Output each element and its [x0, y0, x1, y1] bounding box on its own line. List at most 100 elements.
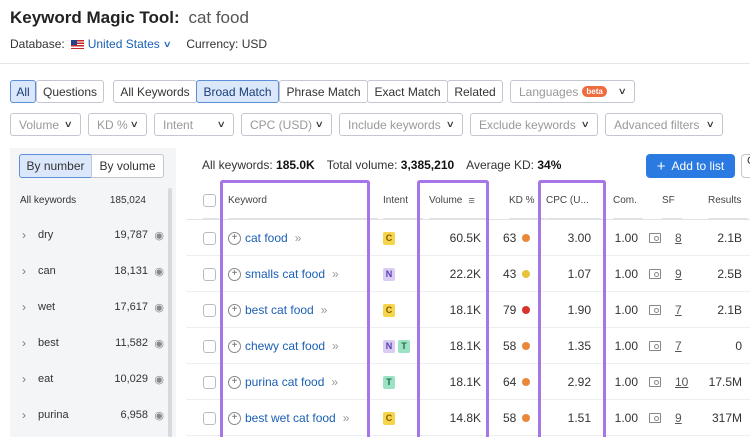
eye-icon[interactable]: ◉ — [154, 229, 164, 242]
col-keyword[interactable]: Keyword — [228, 183, 378, 219]
sidebar-item-best[interactable]: › best 11,582 ◉ — [22, 335, 164, 351]
chevron-right-icon[interactable]: › — [22, 300, 26, 314]
tab-all-keywords[interactable]: All Keywords — [113, 80, 197, 103]
tab-phrase-match[interactable]: Phrase Match — [279, 80, 368, 103]
sidebar-header: All keywords 185,024 — [20, 195, 146, 206]
double-chevron-icon[interactable]: » — [342, 411, 350, 425]
chevron-right-icon[interactable]: › — [22, 336, 26, 350]
col-cpc[interactable]: CPC (U... — [546, 183, 601, 219]
chevron-right-icon[interactable]: › — [22, 228, 26, 242]
sort-icon: ≡ — [468, 194, 475, 207]
row-checkbox[interactable] — [203, 303, 216, 317]
row-checkbox[interactable] — [203, 411, 216, 425]
sidebar-item-dry[interactable]: › dry 19,787 ◉ — [22, 227, 164, 243]
col-sf[interactable]: SF — [662, 183, 682, 219]
serp-features-icon[interactable] — [649, 341, 661, 351]
tab-broad-match[interactable]: Broad Match — [196, 80, 279, 103]
kd-dot-icon — [522, 378, 531, 386]
add-keyword-icon[interactable]: + — [228, 303, 241, 317]
tab-exact-match[interactable]: Exact Match — [367, 80, 448, 103]
col-com[interactable]: Com. — [613, 183, 643, 219]
serp-features-icon[interactable] — [649, 269, 661, 279]
add-keyword-icon[interactable]: + — [228, 411, 241, 425]
chevron-right-icon[interactable]: › — [22, 408, 26, 422]
sf-count[interactable]: 10 — [675, 375, 689, 389]
filter-cpc[interactable]: CPC (USD) ∨ — [241, 113, 332, 136]
double-chevron-icon[interactable]: » — [332, 339, 339, 353]
double-chevron-icon[interactable]: » — [320, 303, 328, 317]
us-flag-icon — [70, 39, 84, 49]
double-chevron-icon[interactable]: » — [294, 231, 302, 245]
sidebar-scrollbar[interactable] — [168, 188, 172, 437]
keyword-link[interactable]: best cat food — [245, 303, 314, 317]
keyword-link[interactable]: best wet cat food — [245, 411, 336, 425]
filter-intent[interactable]: Intent ∨ — [154, 113, 234, 136]
toggle-by-number[interactable]: By number — [19, 154, 92, 178]
sidebar-item-can[interactable]: › can 18,131 ◉ — [22, 263, 164, 279]
eye-icon[interactable]: ◉ — [154, 373, 164, 386]
tab-related[interactable]: Related — [447, 80, 503, 103]
database-value: United States — [87, 37, 160, 51]
sf-count[interactable]: 7 — [675, 303, 682, 317]
row-select-cell — [203, 256, 216, 292]
eye-icon[interactable]: ◉ — [154, 409, 164, 422]
page-title: Keyword Magic Tool: cat food — [10, 8, 249, 27]
volume-value: 18.1K — [449, 303, 481, 317]
row-checkbox[interactable] — [203, 375, 216, 389]
select-all-checkbox[interactable] — [203, 194, 216, 207]
add-keyword-icon[interactable]: + — [228, 267, 241, 281]
languages-dropdown[interactable]: Languages beta ∨ — [510, 80, 635, 103]
cpc-value: 1.07 — [567, 267, 591, 281]
sf-count[interactable]: 9 — [675, 411, 682, 425]
sf-count[interactable]: 9 — [675, 267, 682, 281]
keyword-link[interactable]: purina cat food — [245, 375, 325, 389]
col-volume-label: Volume — [429, 195, 463, 206]
row-checkbox[interactable] — [203, 339, 216, 353]
keyword-column-highlight — [220, 180, 370, 437]
keyword-link[interactable]: smalls cat food — [245, 267, 326, 281]
filter-exclude-keywords[interactable]: Exclude keywords ∨ — [470, 113, 598, 136]
keyword-link[interactable]: cat food — [245, 231, 288, 245]
keyword-link[interactable]: chewy cat food — [245, 339, 326, 353]
row-checkbox[interactable] — [203, 267, 216, 281]
add-keyword-icon[interactable]: + — [228, 375, 241, 389]
kd-cell: 58 — [503, 400, 548, 436]
sidebar-item-eat[interactable]: › eat 10,029 ◉ — [22, 371, 164, 387]
chevron-down-icon: ∨ — [581, 119, 591, 129]
kd-value: 79 — [503, 303, 517, 317]
toggle-by-volume[interactable]: By volume — [91, 154, 164, 178]
col-kd[interactable]: KD % — [509, 183, 545, 219]
serp-features-icon[interactable] — [649, 413, 661, 423]
filter-include-keywords[interactable]: Include keywords ∨ — [339, 113, 463, 136]
col-volume[interactable]: Volume ≡ — [429, 183, 489, 219]
sidebar-item-wet[interactable]: › wet 17,617 ◉ — [22, 299, 164, 315]
serp-features-icon[interactable] — [649, 305, 661, 315]
row-checkbox[interactable] — [203, 231, 216, 245]
sf-count[interactable]: 8 — [675, 231, 682, 245]
add-keyword-icon[interactable]: + — [228, 231, 241, 245]
double-chevron-icon[interactable]: » — [331, 375, 339, 389]
tab-questions[interactable]: Questions — [36, 80, 104, 103]
eye-icon[interactable]: ◉ — [154, 265, 164, 278]
filter-kd[interactable]: KD % ∨ — [88, 113, 147, 136]
col-intent[interactable]: Intent — [383, 183, 423, 219]
col-results[interactable]: Results — [708, 183, 748, 219]
eye-icon[interactable]: ◉ — [154, 301, 164, 314]
serp-features-icon[interactable] — [649, 233, 661, 243]
double-chevron-icon[interactable]: » — [332, 267, 339, 281]
serp-features-icon[interactable] — [649, 377, 661, 387]
add-to-list-button[interactable]: + Add to list — [646, 154, 735, 178]
sf-count[interactable]: 7 — [675, 339, 682, 353]
cut-off-button[interactable]: C — [741, 154, 750, 178]
database-bar: Database: United States ∨ Currency: USD — [10, 37, 267, 51]
eye-icon[interactable]: ◉ — [154, 337, 164, 350]
sidebar-item-purina[interactable]: › purina 6,958 ◉ — [22, 407, 164, 423]
intent-badge: T — [383, 375, 395, 389]
add-keyword-icon[interactable]: + — [228, 339, 241, 353]
database-selector[interactable]: United States ∨ — [70, 37, 172, 51]
chevron-right-icon[interactable]: › — [22, 264, 26, 278]
chevron-right-icon[interactable]: › — [22, 372, 26, 386]
filter-advanced[interactable]: Advanced filters ∨ — [605, 113, 723, 136]
tab-all[interactable]: All — [10, 80, 36, 103]
filter-volume[interactable]: Volume ∨ — [10, 113, 81, 136]
